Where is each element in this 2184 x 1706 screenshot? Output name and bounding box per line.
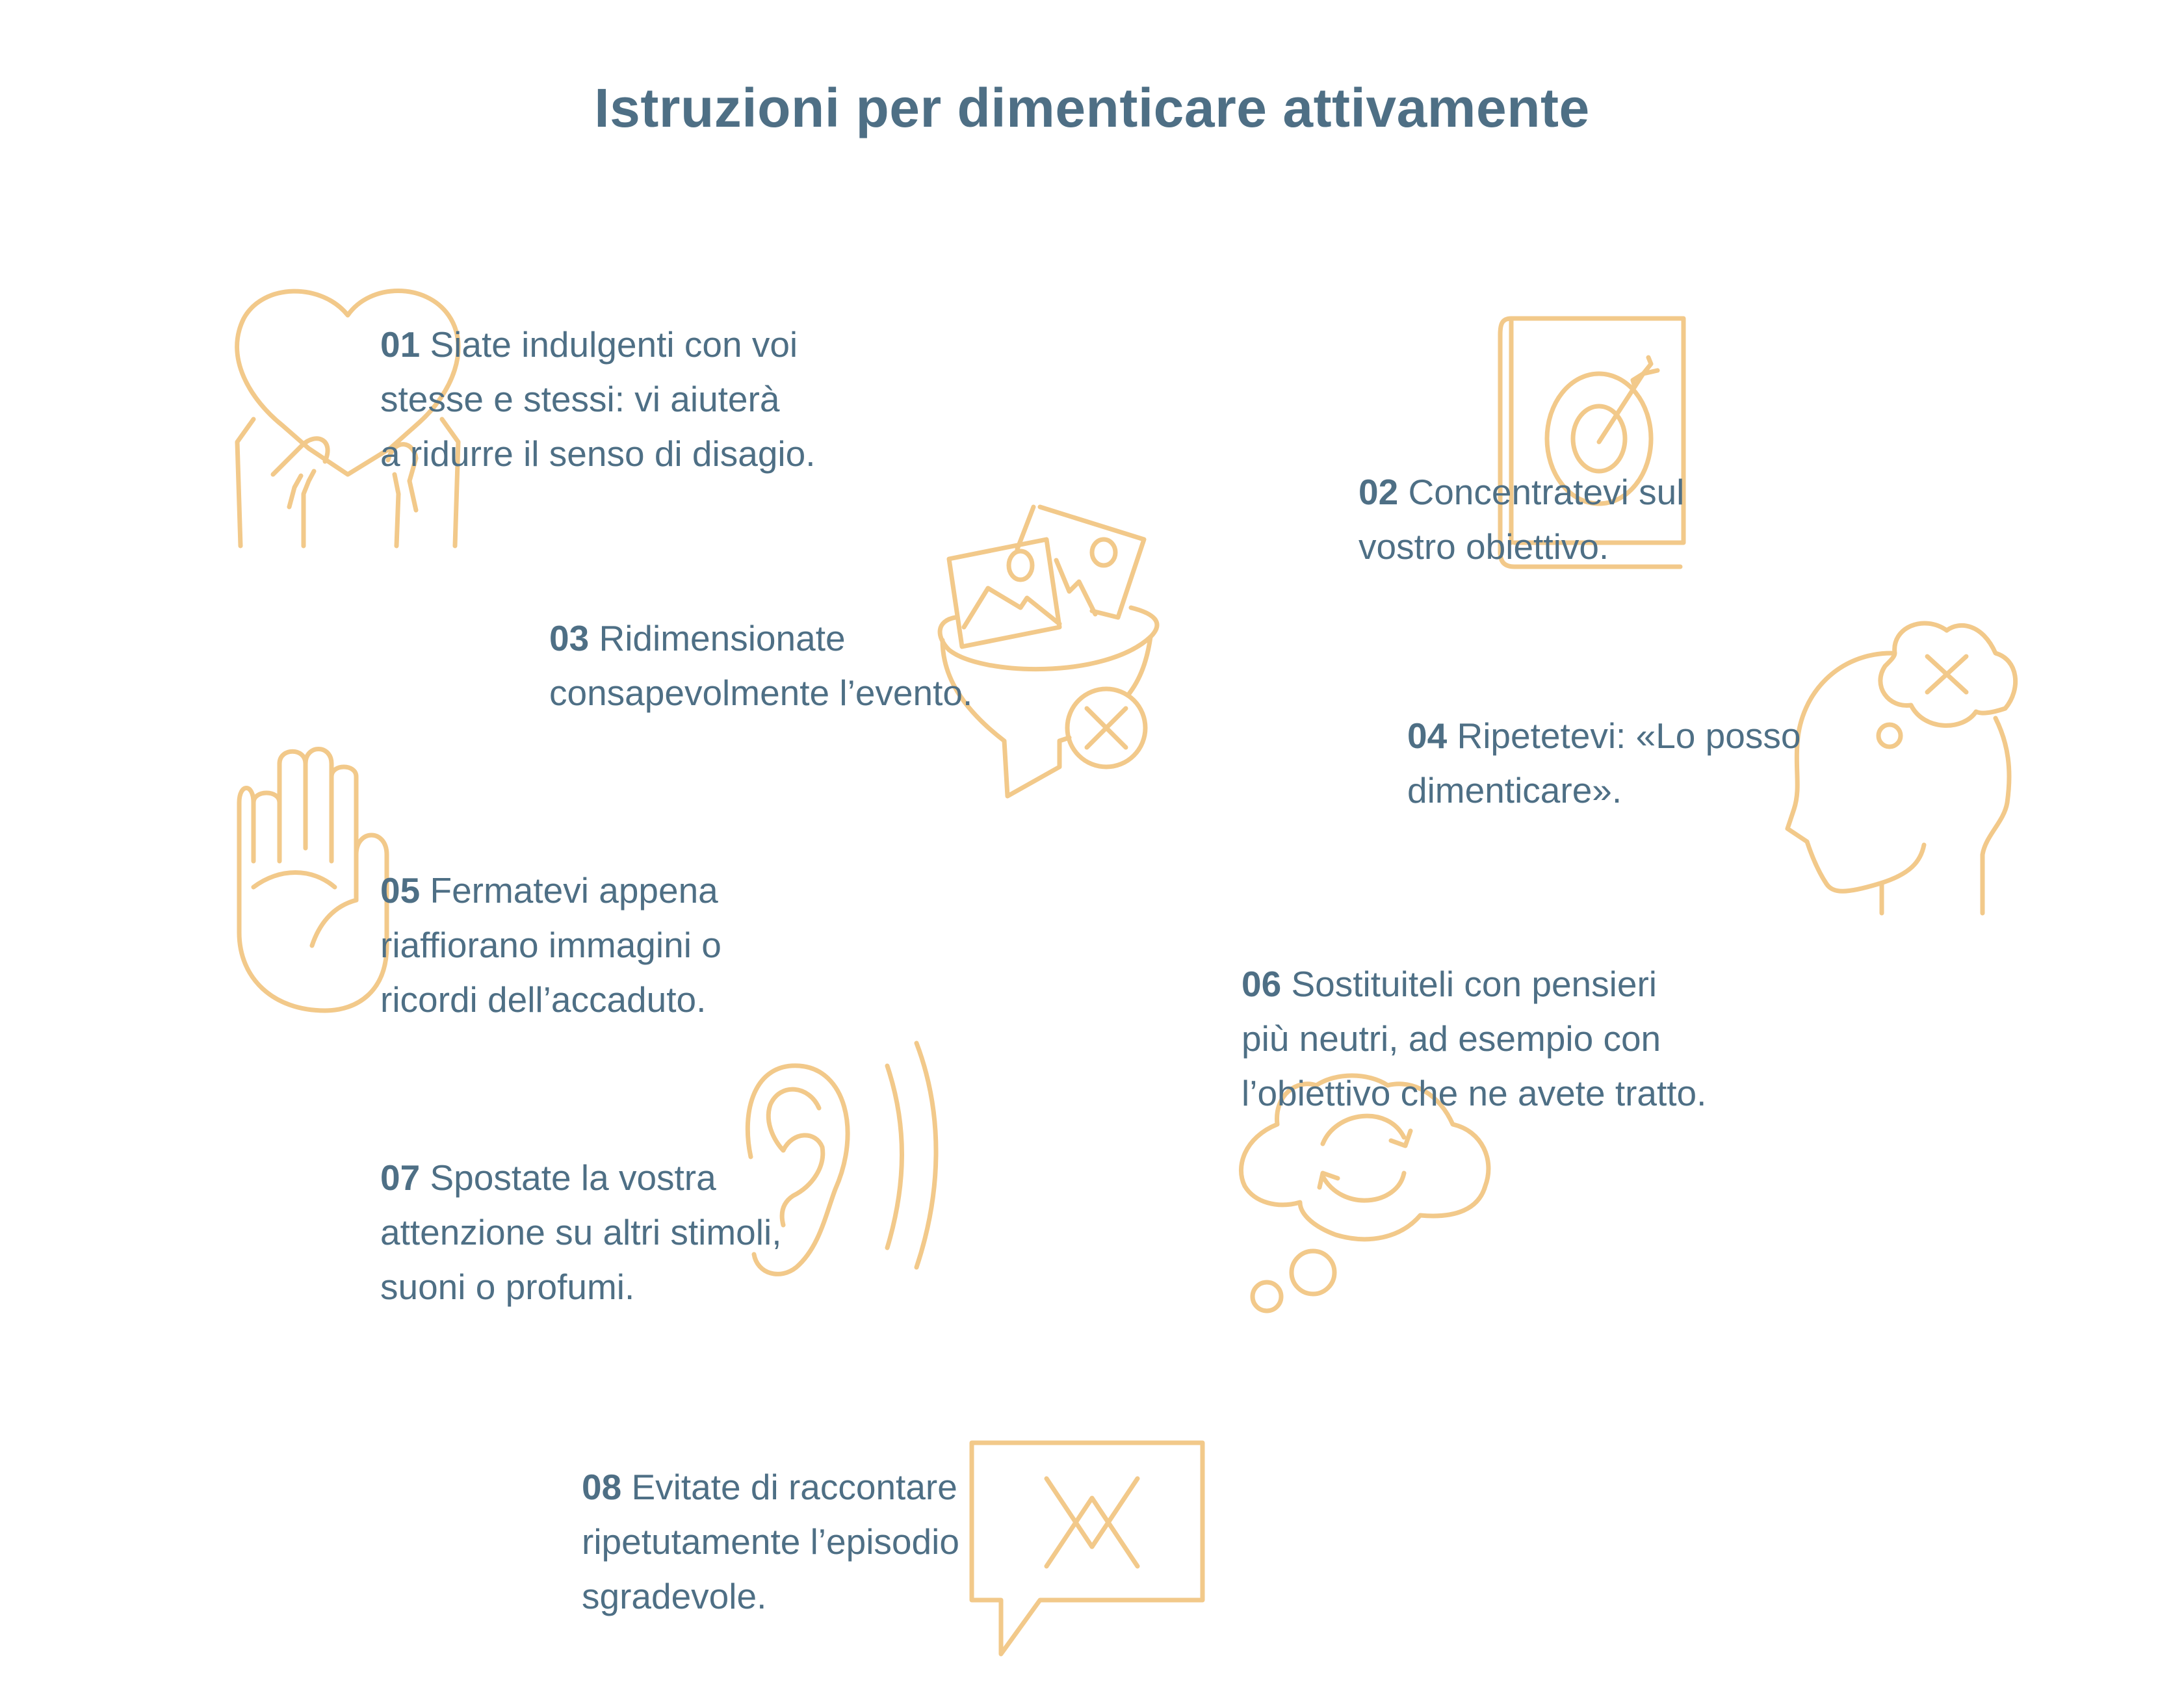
step-text-line: a ridurre il senso di disagio. — [380, 433, 816, 474]
step-text-line: Spostate la vostra — [430, 1157, 716, 1198]
step-text-line: Siate indulgenti con voi — [430, 324, 798, 365]
step-text-line: vostro obiettivo. — [1358, 526, 1609, 567]
step-number: 04 — [1407, 716, 1448, 756]
speech-bubble-x-icon — [968, 1436, 1209, 1657]
step-number: 08 — [582, 1467, 622, 1507]
step-number: 02 — [1358, 472, 1399, 512]
step-text-line: suoni o profumi. — [380, 1267, 635, 1307]
step-text-line: Fermatevi appena — [430, 870, 718, 911]
step-06: 06 Sostituiteli con pensieri più neutri,… — [1242, 957, 1706, 1120]
step-text-line: più neutri, ad esempio con — [1242, 1018, 1661, 1059]
step-05: 05 Fermatevi appena riaffiorano immagini… — [380, 863, 722, 1027]
step-text-line: Ripetetevi: «Lo posso — [1457, 716, 1801, 756]
thought-cloud-refresh-icon — [1238, 1073, 1498, 1323]
step-03: 03 Ridimensionate consapevolmente l’even… — [549, 611, 972, 720]
step-text-line: consapevolmente l’evento. — [549, 673, 973, 713]
step-text-line: Evitate di raccontare — [631, 1467, 957, 1507]
step-01: 01 Siate indulgenti con voi stesse e ste… — [380, 317, 816, 481]
step-number: 01 — [380, 324, 421, 365]
step-text-line: attenzione su altri stimoli, — [380, 1212, 782, 1252]
target-book-icon — [1495, 312, 1690, 572]
step-number: 06 — [1242, 964, 1282, 1004]
step-08: 08 Evitate di raccontare ripetutamente l… — [582, 1460, 959, 1623]
step-number: 03 — [549, 618, 590, 658]
step-text-line: Ridimensionate — [599, 618, 846, 658]
head-thought-x-icon — [1785, 614, 2048, 916]
page-title: Istruzioni per dimenticare attivamente — [594, 77, 1590, 138]
step-text-line: dimenticare». — [1407, 770, 1622, 810]
step-text-line: stesse e stessi: vi aiuterà — [380, 379, 780, 419]
step-text-line: Concentratevi sul — [1408, 472, 1685, 512]
photo-funnel-icon — [936, 500, 1170, 806]
step-04: 04 Ripetetevi: «Lo posso dimenticare». — [1407, 708, 1800, 818]
stop-hand-icon — [228, 738, 396, 1017]
step-text-line: ripetutamente l’episodio — [582, 1521, 959, 1562]
ear-sound-icon — [728, 1033, 949, 1293]
step-07: 07 Spostate la vostra attenzione su altr… — [380, 1150, 782, 1314]
step-text-line: l’obiettivo che ne avete tratto. — [1242, 1073, 1707, 1113]
step-text-line: ricordi dell’accaduto. — [380, 979, 707, 1020]
heart-hands-icon — [224, 286, 465, 549]
step-text-line: sgradevole. — [582, 1576, 767, 1616]
step-text-line: riaffiorano immagini o — [380, 925, 722, 965]
step-number: 05 — [380, 870, 421, 911]
step-02: 02 Concentratevi sul vostro obiettivo. — [1358, 465, 1684, 574]
step-number: 07 — [380, 1157, 421, 1198]
step-text-line: Sostituiteli con pensieri — [1291, 964, 1657, 1004]
